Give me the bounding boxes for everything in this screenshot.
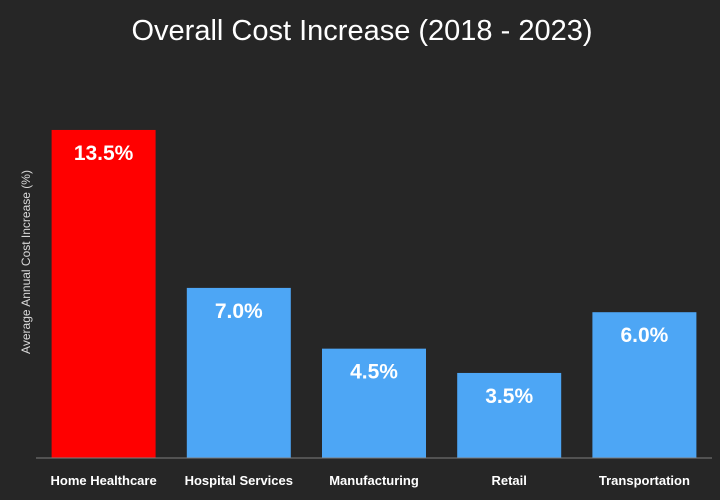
category-label-home-healthcare: Home Healthcare bbox=[50, 473, 156, 488]
bar-retail bbox=[457, 372, 562, 458]
chart-title: Overall Cost Increase (2018 - 2023) bbox=[132, 15, 593, 47]
bar-transportation bbox=[592, 312, 697, 458]
category-labels-group: Home Healthcare Hospital Services Manufact… bbox=[50, 473, 689, 488]
bar-hospital-services bbox=[186, 287, 291, 458]
value-label-transportation: 6.0% bbox=[620, 324, 668, 347]
category-label-manufacturing: Manufacturing bbox=[329, 473, 419, 488]
category-label-hospital-services: Hospital Services bbox=[185, 473, 293, 488]
value-label-retail: 3.5% bbox=[485, 385, 533, 408]
category-label-transportation: Transportation bbox=[599, 473, 690, 488]
value-labels-group: 13.5% 7.0% 4.5% 3.5% 6.0% bbox=[74, 142, 669, 408]
bar-manufacturing bbox=[322, 348, 426, 458]
bar-home-healthcare bbox=[51, 129, 156, 458]
category-label-retail: Retail bbox=[491, 473, 526, 488]
value-label-hospital-services: 7.0% bbox=[215, 300, 263, 323]
value-label-home-healthcare: 13.5% bbox=[74, 142, 134, 165]
value-label-manufacturing: 4.5% bbox=[350, 361, 398, 384]
bars-group bbox=[51, 129, 697, 458]
y-axis-label: Average Annual Cost Increase (%) bbox=[19, 170, 33, 354]
